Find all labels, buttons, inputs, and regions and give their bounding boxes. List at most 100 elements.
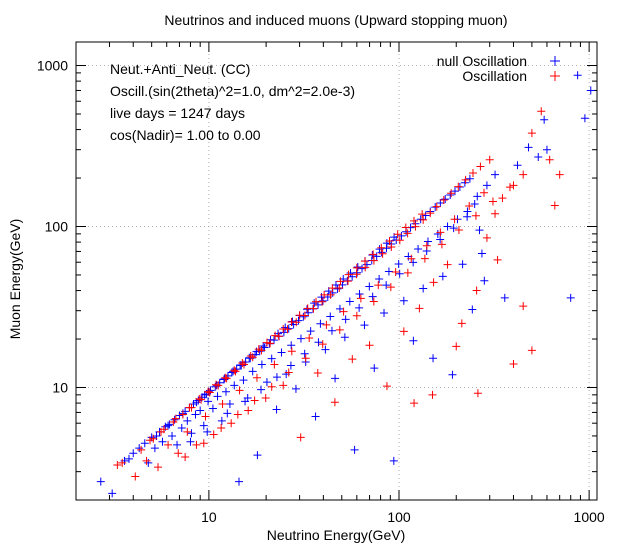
null-oscillation-point xyxy=(365,282,374,291)
null-oscillation-point xyxy=(177,424,186,433)
null-oscillation-point xyxy=(355,303,364,312)
annotation-neutrino-type: Neut.+Anti_Neut. (CC) xyxy=(110,61,250,77)
oscillation-point xyxy=(369,256,378,265)
legend-marker-oscillation xyxy=(550,71,560,81)
oscillation-point xyxy=(387,242,396,251)
annotation-oscillation-params: Oscill.(sin(2theta)^2=1.0, dm^2=2.0e-3) xyxy=(110,83,355,99)
null-oscillation-point xyxy=(213,392,222,401)
oscillation-point xyxy=(411,222,420,231)
oscillation-point xyxy=(401,223,410,232)
null-oscillation-point xyxy=(421,211,430,220)
oscillation-point xyxy=(171,414,180,423)
oscillation-point xyxy=(335,325,344,334)
oscillation-point xyxy=(192,440,201,449)
oscillation-point xyxy=(339,307,348,316)
null-oscillation-point xyxy=(318,296,327,305)
null-oscillation-point xyxy=(286,361,295,370)
oscillation-point xyxy=(429,278,438,287)
oscillation-point xyxy=(356,294,365,303)
oscillation-point xyxy=(204,387,213,396)
oscillation-point xyxy=(274,332,283,341)
null-oscillation-point xyxy=(321,345,330,354)
oscillation-point xyxy=(485,155,494,164)
oscillation-point xyxy=(415,304,424,313)
null-oscillation-point xyxy=(204,397,213,406)
null-oscillation-point xyxy=(326,312,335,321)
oscillation-point xyxy=(183,427,192,436)
null-oscillation-point xyxy=(540,115,549,124)
null-oscillation-point xyxy=(253,451,262,460)
oscillation-point xyxy=(252,373,261,382)
oscillation-point xyxy=(113,460,122,469)
null-oscillation-point xyxy=(310,299,319,308)
oscillation-point xyxy=(550,201,559,210)
null-oscillation-point xyxy=(144,458,153,467)
oscillation-point xyxy=(287,318,296,327)
oscillation-point xyxy=(519,302,528,311)
oscillation-point xyxy=(118,458,127,467)
null-oscillation-point xyxy=(473,192,482,201)
oscillation-point xyxy=(488,197,497,206)
oscillation-point xyxy=(246,351,255,360)
null-oscillation-point xyxy=(225,399,234,408)
x-axis-label: Neutrino Energy(GeV) xyxy=(267,527,406,543)
oscillation-point xyxy=(465,202,474,211)
oscillation-point xyxy=(295,311,304,320)
null-oscillation-point xyxy=(267,354,276,363)
null-oscillation-point xyxy=(241,397,250,406)
null-oscillation-point xyxy=(446,190,455,199)
oscillation-point xyxy=(287,347,296,356)
null-oscillation-point xyxy=(443,222,452,231)
null-oscillation-point xyxy=(580,114,589,123)
null-oscillation-point xyxy=(287,341,296,350)
oscillation-point xyxy=(142,456,151,465)
oscillation-point xyxy=(279,381,288,390)
oscillation-point xyxy=(403,268,412,277)
oscillation-point xyxy=(235,386,244,395)
oscillation-point xyxy=(437,240,446,249)
null-oscillation-point xyxy=(368,251,377,260)
oscillation-point xyxy=(318,340,327,349)
oscillation-point xyxy=(509,181,518,190)
oscillation-point xyxy=(233,410,242,419)
oscillation-point xyxy=(279,324,288,333)
oscillation-point xyxy=(197,395,206,404)
null-oscillation-point xyxy=(480,276,489,285)
oscillation-point xyxy=(443,260,452,269)
null-oscillation-point xyxy=(375,274,384,283)
null-oscillation-point xyxy=(458,260,467,269)
oscillation-point xyxy=(131,472,140,481)
null-oscillation-point xyxy=(414,244,423,253)
null-oscillation-point xyxy=(239,376,248,385)
null-oscillation-point xyxy=(230,381,239,390)
oscillation-point xyxy=(181,452,190,461)
null-oscillation-point xyxy=(311,412,320,421)
oscillation-point xyxy=(498,194,507,203)
oscillation-point xyxy=(426,209,435,218)
null-oscillation-point xyxy=(175,411,184,420)
oscillation-point xyxy=(509,359,518,368)
null-oscillation-point xyxy=(382,281,391,290)
oscillation-point xyxy=(473,389,482,398)
null-oscillation-point xyxy=(203,427,212,436)
x-tick-label: 10 xyxy=(201,509,217,525)
null-oscillation-point xyxy=(429,354,438,363)
oscillation-point xyxy=(385,236,394,245)
null-oscillation-point xyxy=(586,86,595,95)
oscillation-point xyxy=(322,320,331,329)
oscillation-point xyxy=(365,341,374,350)
null-oscillation-point xyxy=(350,445,359,454)
oscillation-point xyxy=(468,168,477,177)
null-oscillation-point xyxy=(345,297,354,306)
oscillation-point xyxy=(248,353,257,362)
oscillation-point xyxy=(227,419,236,428)
oscillation-point xyxy=(352,311,361,320)
oscillation-point xyxy=(154,463,163,472)
oscillation-point xyxy=(209,430,218,439)
null-oscillation-point xyxy=(186,437,195,446)
oscillation-point xyxy=(420,254,429,263)
plot-frame xyxy=(75,41,598,501)
oscillation-point xyxy=(301,354,310,363)
null-oscillation-point xyxy=(259,342,268,350)
